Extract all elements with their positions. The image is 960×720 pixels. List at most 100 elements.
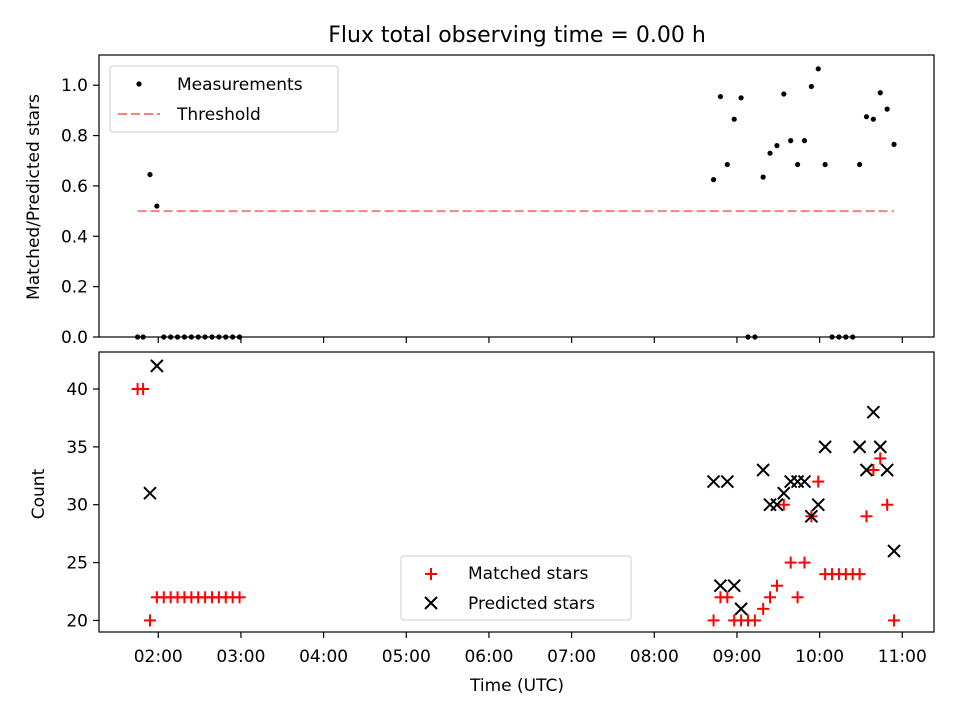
matched-stars-point bbox=[812, 475, 825, 488]
matched-stars-point bbox=[748, 614, 761, 627]
matched-stars-point bbox=[791, 591, 804, 604]
count-x-tick-label: 04:00 bbox=[299, 647, 348, 667]
predicted-stars-point bbox=[866, 405, 881, 419]
predicted-stars-point bbox=[756, 463, 770, 477]
measurement-point bbox=[822, 161, 828, 168]
ratio-y-tick-label: 0.6 bbox=[61, 177, 88, 197]
predicted-stars-point bbox=[797, 474, 812, 489]
count-legend-box bbox=[400, 555, 632, 621]
count-x-tick-label: 11:00 bbox=[878, 647, 927, 667]
ratio-y-tick-label: 0.0 bbox=[61, 328, 88, 348]
count-x-tick-label: 05:00 bbox=[382, 647, 431, 667]
legend-measurements-marker bbox=[136, 81, 142, 87]
matched-stars-point bbox=[707, 614, 720, 627]
legend-matched-marker bbox=[425, 568, 437, 580]
measurement-point bbox=[788, 138, 794, 144]
measurement-point bbox=[856, 161, 863, 168]
measurement-point bbox=[801, 138, 808, 144]
count-x-axis-label: Time (UTC) bbox=[469, 676, 564, 696]
count-y-tick-label: 40 bbox=[66, 380, 88, 400]
matched-stars-point bbox=[860, 510, 873, 523]
measurement-point bbox=[710, 177, 717, 183]
legend-matched-label: Matched stars bbox=[468, 564, 588, 584]
predicted-stars-point bbox=[852, 440, 867, 454]
count-x-tick-label: 09:00 bbox=[712, 647, 761, 667]
predicted-stars-point bbox=[880, 463, 894, 477]
ratio-y-tick-label: 1.0 bbox=[61, 76, 88, 96]
count-x-tick-label: 06:00 bbox=[464, 647, 513, 667]
matched-stars-point bbox=[784, 556, 797, 569]
predicted-stars-point bbox=[720, 474, 735, 489]
legend-threshold-label: Threshold bbox=[176, 105, 261, 125]
ratio-y-axis-label: Matched/Predicted stars bbox=[24, 94, 44, 300]
ratio-y-tick-label: 0.4 bbox=[61, 227, 88, 247]
count-plot-frame bbox=[98, 351, 935, 633]
count-y-tick-label: 25 bbox=[66, 554, 88, 574]
predicted-stars-point bbox=[887, 544, 901, 558]
predicted-stars-point bbox=[804, 509, 819, 524]
predicted-stars-point bbox=[783, 474, 798, 489]
measurement-point bbox=[774, 143, 780, 149]
matched-stars-point bbox=[798, 556, 811, 569]
legend-measurements-label: Measurements bbox=[177, 75, 303, 95]
matched-stars-point bbox=[764, 591, 777, 604]
matched-stars-point bbox=[888, 614, 901, 627]
matched-stars-point bbox=[770, 579, 783, 592]
predicted-stars-point bbox=[734, 602, 748, 616]
ratio-plot-frame bbox=[98, 54, 935, 338]
measurement-point bbox=[863, 114, 870, 120]
count-x-tick-label: 08:00 bbox=[630, 647, 679, 667]
predicted-stars-point bbox=[770, 498, 784, 512]
legend-predicted-marker bbox=[424, 596, 438, 610]
matched-stars-point bbox=[853, 568, 866, 581]
predicted-stars-point bbox=[143, 486, 157, 500]
count-panel: 20 25 30 35 40 02:00 03:00 04:00 05:00 06:00 07:0… bbox=[29, 351, 935, 696]
measurement-point bbox=[147, 171, 153, 178]
predicted-stars-point bbox=[150, 359, 164, 373]
count-legend: Matched stars Predicted stars bbox=[400, 555, 632, 621]
ratio-panel: 0.0 0.2 0.4 0.6 0.8 1.0 Matched/Predicted sta… bbox=[24, 54, 935, 348]
measurement-point bbox=[717, 93, 724, 100]
count-y-tick-label: 20 bbox=[66, 611, 88, 631]
count-x-tick-label: 02:00 bbox=[134, 647, 183, 667]
count-x-tick-label: 03:00 bbox=[216, 647, 265, 667]
legend-predicted-label: Predicted stars bbox=[468, 594, 595, 614]
predicted-stars-point bbox=[713, 579, 728, 593]
matched-stars-point bbox=[867, 464, 880, 477]
matched-stars-point bbox=[757, 602, 770, 615]
predicted-stars-point bbox=[790, 474, 805, 489]
measurement-point bbox=[870, 116, 876, 122]
ratio-x-ticks bbox=[157, 337, 903, 343]
measurement-point bbox=[738, 95, 744, 101]
matched-stars-point bbox=[874, 452, 887, 465]
count-y-tick-label: 30 bbox=[66, 496, 88, 516]
count-y-axis-label: Count bbox=[29, 468, 49, 519]
matched-stars-point bbox=[777, 498, 790, 511]
ratio-y-ticks: 0.0 0.2 0.4 0.6 0.8 1.0 bbox=[61, 76, 99, 348]
measurement-point bbox=[808, 83, 814, 90]
predicted-stars-point bbox=[727, 579, 741, 593]
measurement-point bbox=[760, 174, 766, 180]
count-y-tick-label: 35 bbox=[66, 438, 88, 458]
figure-title: Flux total observing time = 0.00 h bbox=[328, 23, 706, 48]
measurement-point bbox=[724, 161, 730, 168]
measurement-point bbox=[767, 150, 773, 156]
measurement-point bbox=[154, 203, 160, 209]
measurement-point bbox=[891, 141, 897, 147]
matched-stars-point bbox=[881, 498, 894, 511]
predicted-stars-point bbox=[818, 440, 832, 454]
ratio-legend-box bbox=[109, 65, 339, 133]
measurement-point bbox=[781, 91, 787, 97]
matched-stars-point bbox=[137, 383, 150, 396]
count-x-ticks: 02:00 03:00 04:00 05:00 06:00 07:00 08:00 09:00… bbox=[134, 632, 927, 667]
predicted-stars-point bbox=[811, 498, 825, 512]
measurement-point bbox=[884, 106, 890, 112]
measurement-point bbox=[877, 90, 883, 96]
predicted-stars-point bbox=[777, 486, 791, 500]
count-y-ticks: 20 25 30 35 40 bbox=[66, 380, 99, 631]
matched-stars-point bbox=[143, 614, 156, 627]
matched-stars-point bbox=[721, 591, 734, 604]
measurement-point bbox=[815, 66, 821, 72]
ratio-y-tick-label: 0.8 bbox=[61, 127, 88, 147]
